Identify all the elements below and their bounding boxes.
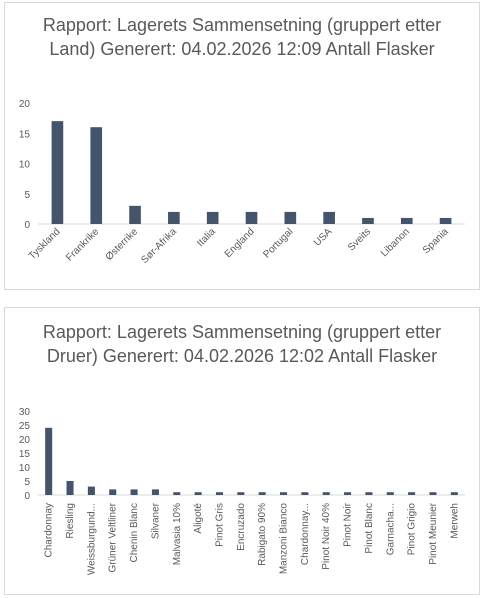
chart-title: Rapport: Lagerets Sammensetning (grupper…	[42, 322, 442, 366]
x-tick-label: Weissburgund...	[86, 503, 97, 575]
bar	[322, 492, 330, 495]
bar	[400, 217, 413, 224]
bar	[284, 211, 297, 224]
y-tick-label: 20	[19, 435, 31, 446]
y-tick-label: 10	[19, 160, 31, 171]
bar	[450, 492, 458, 495]
grape-chart-panel: Rapport: Lagerets Sammensetning (grupper…	[4, 307, 480, 595]
y-tick-label: 25	[19, 421, 31, 432]
x-tick-label: Italia	[195, 226, 218, 249]
x-tick-label: England	[223, 226, 257, 260]
x-tick-label: Pinot Blanc	[364, 503, 375, 554]
x-tick-label: Pinot Meunier	[428, 502, 439, 564]
bar	[87, 486, 95, 495]
y-tick-label: 5	[24, 477, 30, 488]
bar	[301, 492, 309, 495]
bar	[245, 211, 258, 224]
bar	[258, 492, 266, 495]
bar	[66, 481, 74, 495]
x-tick-label: USA	[312, 226, 335, 249]
y-tick-label: 15	[19, 449, 31, 460]
x-tick-label: Tyskland	[27, 226, 63, 262]
bar	[168, 211, 180, 224]
x-tick-label: Chenin Blanc	[129, 503, 140, 562]
x-tick-label: Frankrike	[64, 226, 102, 264]
x-tick-label: Pinot Grigio	[407, 503, 418, 556]
x-tick-label: Rabigato 90%	[257, 503, 268, 566]
bar	[344, 492, 352, 495]
y-tick-label: 30	[19, 407, 31, 418]
bar	[439, 217, 452, 224]
bar	[365, 492, 373, 495]
bar	[194, 492, 202, 495]
x-tick-label: Pinot Gris	[214, 503, 225, 547]
bar	[237, 492, 245, 495]
y-tick-label: 20	[19, 99, 31, 110]
x-tick-label: Malvasia 10%	[172, 503, 183, 565]
bar	[51, 121, 64, 224]
x-tick-label: Sveits	[346, 226, 373, 253]
y-tick-label: 5	[24, 190, 30, 201]
x-tick-label: Encruzado	[236, 503, 247, 551]
bar	[45, 427, 53, 495]
x-tick-label: Pinot Noir 40%	[321, 503, 332, 570]
x-tick-label: Silvaner	[150, 502, 161, 539]
bar	[429, 492, 437, 495]
x-tick-label: Riesling	[65, 503, 76, 539]
bar	[90, 127, 103, 224]
bar	[173, 492, 181, 495]
bar	[362, 217, 374, 224]
country-bar-chart: 0 5 10 15 20 Tyskland Frankrike Østerrike Sør-Af…	[19, 99, 465, 266]
bar	[386, 492, 394, 495]
y-tick-label: 10	[19, 463, 31, 474]
x-tick-label: Merweh	[449, 503, 460, 539]
bar	[151, 489, 159, 495]
x-tick-label: Sør-Afrika	[139, 226, 179, 266]
chart-title: Rapport: Lagerets Sammensetning (grupper…	[42, 15, 442, 59]
bar	[129, 205, 141, 224]
x-tick-label: Østerrike	[104, 226, 141, 263]
x-tick-label: Aligoté	[193, 503, 204, 534]
bar	[130, 489, 138, 495]
x-tick-label: Spania	[421, 226, 451, 256]
bar	[280, 492, 288, 495]
bar	[323, 211, 335, 224]
bar	[206, 211, 219, 224]
x-tick-label: Manzoni Bianco	[279, 503, 290, 575]
y-tick-label: 0	[24, 491, 30, 502]
bar	[408, 492, 416, 495]
x-tick-label: Chardonnay	[44, 503, 55, 557]
x-tick-label: Libanon	[379, 226, 412, 259]
country-chart-panel: Rapport: Lagerets Sammensetning (grupper…	[4, 2, 480, 290]
y-tick-label: 0	[24, 220, 30, 231]
x-tick-label: Portugal	[261, 226, 295, 260]
grape-bar-chart: 0 5 10 15 20 25 30 Chardonnay Riesling Weissburgu…	[19, 407, 465, 575]
x-tick-label: Chardonnay...	[300, 503, 311, 565]
x-tick-label: Garnacha...	[385, 503, 396, 555]
x-tick-label: Grüner Veltliner	[108, 502, 119, 572]
bar	[109, 489, 117, 495]
bar	[215, 492, 223, 495]
x-tick-label: Pinot Noir	[343, 502, 354, 547]
y-tick-label: 15	[19, 129, 31, 140]
